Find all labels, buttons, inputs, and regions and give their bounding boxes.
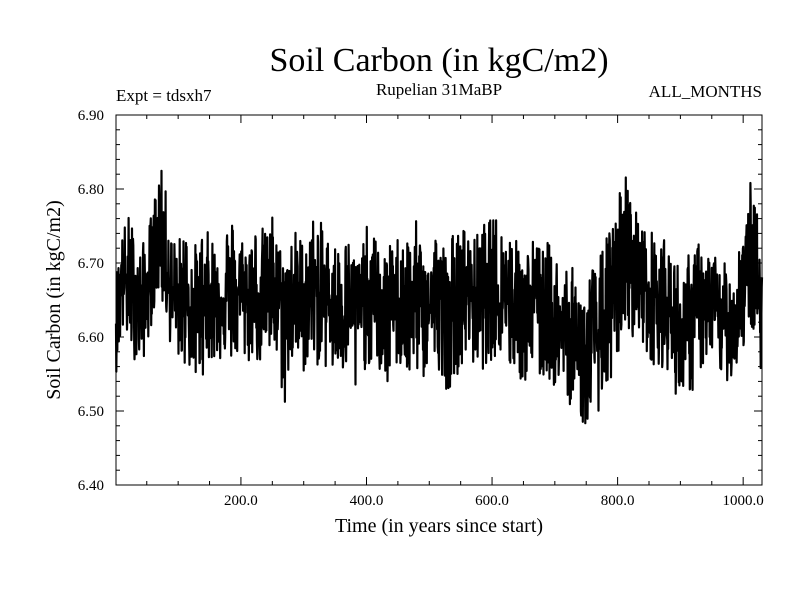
series-line-soil-carbon — [114, 169, 764, 425]
y-tick-labels: 6.40 6.50 6.60 6.70 6.80 6.90 — [78, 108, 104, 494]
x-tick-label: 600.0 — [475, 493, 509, 509]
x-tick-labels: 200.0 400.0 600.0 800.0 1000.0 — [224, 493, 764, 509]
chart-subtitle: Rupelian 31MaBP — [375, 80, 503, 99]
experiment-label: Expt = tdsxh7 — [116, 86, 212, 105]
chart-title: Soil Carbon (in kgC/m2) — [269, 42, 609, 79]
y-tick-label: 6.70 — [78, 256, 104, 272]
y-tick-label: 6.50 — [78, 404, 104, 420]
y-tick-label: 6.80 — [78, 182, 104, 198]
plot-frame — [115, 114, 763, 486]
y-axis-label: Soil Carbon (in kgC/m2) — [43, 200, 65, 399]
y-tick-label: 6.40 — [78, 478, 104, 494]
series-layer — [114, 169, 764, 425]
period-label: ALL_MONTHS — [648, 82, 762, 101]
x-axis-label: Time (in years since start) — [335, 515, 543, 537]
x-tick-label: 200.0 — [224, 493, 258, 509]
x-tick-label: 1000.0 — [723, 493, 764, 509]
y-tick-label: 6.60 — [78, 330, 104, 346]
y-tick-label: 6.90 — [78, 108, 104, 124]
x-tick-label: 800.0 — [601, 493, 635, 509]
x-tick-label: 400.0 — [350, 493, 384, 509]
